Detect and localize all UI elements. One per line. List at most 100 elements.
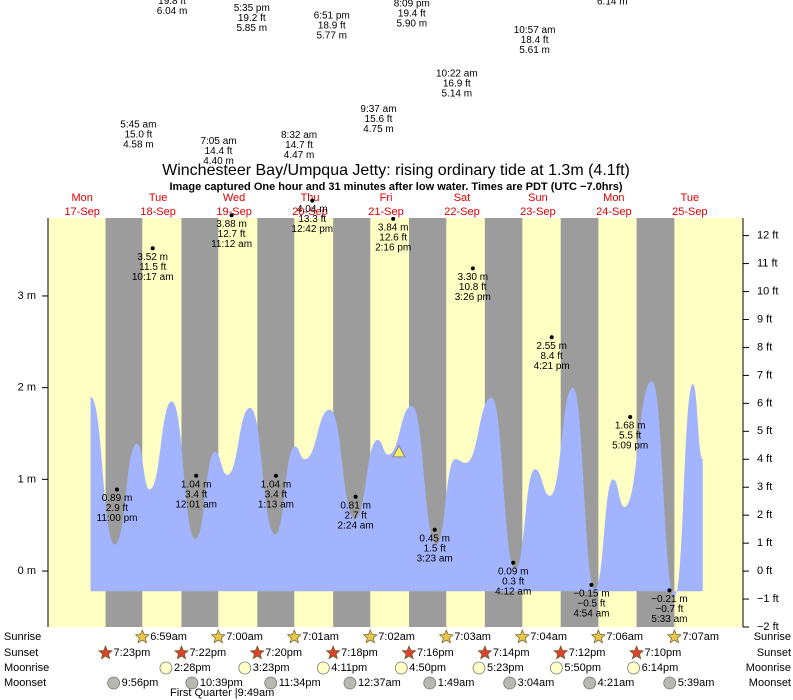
high-feet: 19.4 ft bbox=[398, 9, 426, 20]
sunrise-icon bbox=[438, 629, 454, 644]
chart-title: Winchesteer Bay/Umpqua Jetty: rising ord… bbox=[162, 162, 630, 179]
high-feet: 15.0 ft bbox=[124, 130, 152, 141]
moonset-icon bbox=[583, 676, 597, 690]
high-feet: 19.2 ft bbox=[238, 13, 266, 24]
y2-tick-label: 2 ft bbox=[757, 509, 772, 521]
sunset-time: 7:14pm bbox=[493, 647, 530, 659]
tide-meters: 0.81 m bbox=[340, 500, 371, 511]
tide-meters: 0.09 m bbox=[498, 566, 529, 577]
y2-tick-label: 6 ft bbox=[757, 397, 772, 409]
tide-point bbox=[549, 335, 554, 340]
tide-time: 2:24 am bbox=[338, 520, 374, 531]
day-weekday: Thu bbox=[301, 192, 320, 204]
y2-tick-label: 10 ft bbox=[757, 285, 778, 297]
day-weekday: Fri bbox=[380, 192, 393, 204]
moonset-icon bbox=[107, 676, 121, 690]
moonset-time: 10:39pm bbox=[200, 677, 243, 689]
day-date: 18-Sep bbox=[140, 206, 175, 218]
moonset-time: 12:37am bbox=[358, 677, 401, 689]
sunrise-icon bbox=[514, 629, 530, 644]
moonrise-time: 2:28pm bbox=[174, 662, 211, 674]
y-tick-label: 2 m bbox=[18, 382, 36, 394]
day-date: 17-Sep bbox=[64, 206, 99, 218]
sunrise-icon bbox=[210, 629, 226, 644]
tide-meters: 3.30 m bbox=[458, 272, 489, 283]
day-date: 25-Sep bbox=[672, 206, 707, 218]
moonset-time: 5:39am bbox=[678, 677, 715, 689]
day-weekday: Tue bbox=[149, 192, 168, 204]
sunrise-time: 7:03am bbox=[454, 631, 491, 643]
sunset-time: 7:20pm bbox=[265, 647, 302, 659]
high-meters: 4.58 m bbox=[123, 140, 154, 151]
plot-area bbox=[48, 218, 743, 627]
chart-subtitle: Image captured One hour and 31 minutes a… bbox=[169, 181, 622, 193]
day-weekday: Mon bbox=[71, 192, 92, 204]
tide-time: 12:42 pm bbox=[291, 224, 333, 235]
tide-point bbox=[391, 216, 396, 221]
moonset-icon bbox=[343, 676, 357, 690]
tide-time: 11:12 am bbox=[211, 239, 252, 250]
moonset-time: 3:04am bbox=[518, 677, 555, 689]
moonrise-time: 4:11pm bbox=[331, 662, 367, 674]
tide-point bbox=[114, 487, 119, 492]
tide-meters: 1.04 m bbox=[261, 479, 292, 490]
high-feet: 18.9 ft bbox=[318, 21, 346, 32]
y2-tick-label: 12 ft bbox=[757, 230, 778, 242]
tide-meters: 0.45 m bbox=[419, 533, 450, 544]
high-meters: 5.14 m bbox=[442, 88, 473, 99]
moonrise-icon bbox=[472, 661, 486, 675]
tide-point bbox=[194, 473, 199, 478]
moonrise-time: 6:14pm bbox=[642, 662, 679, 674]
tide-meters: 4.04 m bbox=[297, 204, 328, 215]
day-weekday: Sun bbox=[528, 192, 548, 204]
tide-point bbox=[150, 246, 155, 251]
high-feet: 18.4 ft bbox=[521, 35, 549, 46]
day-date: 23-Sep bbox=[520, 206, 555, 218]
sunrise-time: 7:04am bbox=[530, 631, 567, 643]
day-weekday: Sat bbox=[454, 192, 471, 204]
sunrise-time: 7:02am bbox=[378, 631, 415, 643]
tide-feet: 12.7 ft bbox=[218, 229, 246, 240]
high-meters: 6.04 m bbox=[157, 6, 188, 17]
high-time: 10:57 am bbox=[514, 25, 556, 36]
sunset-icon bbox=[173, 645, 189, 660]
tide-point bbox=[628, 414, 633, 419]
tide-feet: 2.7 ft bbox=[344, 510, 366, 521]
tide-feet: 8.4 ft bbox=[541, 351, 563, 362]
high-time: 7:05 am bbox=[200, 136, 236, 147]
sunset-icon bbox=[98, 645, 114, 660]
tide-point bbox=[432, 527, 437, 532]
tide-time: 11:00 pm bbox=[97, 513, 138, 524]
y2-tick-label: 4 ft bbox=[757, 453, 772, 465]
moonrise-icon bbox=[549, 661, 563, 675]
tide-time: 5:09 pm bbox=[612, 441, 648, 452]
row-label: Moonset bbox=[749, 677, 791, 689]
tide-point bbox=[470, 266, 475, 271]
tide-meters: 3.88 m bbox=[216, 219, 247, 230]
sunset-icon bbox=[325, 645, 341, 660]
sunset-time: 7:22pm bbox=[189, 647, 226, 659]
sunrise-icon bbox=[666, 629, 682, 644]
tide-meters: 1.68 m bbox=[615, 421, 646, 432]
sunset-icon bbox=[249, 645, 265, 660]
day-date: 20-Sep bbox=[292, 206, 327, 218]
y2-tick-label: −2 ft bbox=[757, 621, 779, 633]
moonrise-time: 4:50pm bbox=[409, 662, 446, 674]
sunrise-time: 6:59am bbox=[150, 631, 187, 643]
high-time: 6:51 pm bbox=[314, 11, 350, 22]
moonset-icon bbox=[185, 676, 199, 690]
row-label: Sunrise bbox=[4, 631, 41, 643]
tide-time: 3:23 am bbox=[417, 553, 453, 564]
high-feet: 14.4 ft bbox=[205, 146, 233, 157]
moon-phase: First Quarter |9:49am bbox=[170, 687, 274, 699]
day-weekday: Tue bbox=[681, 192, 700, 204]
sunset-time: 7:23pm bbox=[114, 647, 151, 659]
day-weekday: Mon bbox=[603, 192, 624, 204]
sunset-icon bbox=[477, 645, 493, 660]
moonset-icon bbox=[663, 676, 677, 690]
day-date: 22-Sep bbox=[444, 206, 479, 218]
day-date: 21-Sep bbox=[368, 206, 403, 218]
sunset-time: 7:10pm bbox=[645, 647, 682, 659]
